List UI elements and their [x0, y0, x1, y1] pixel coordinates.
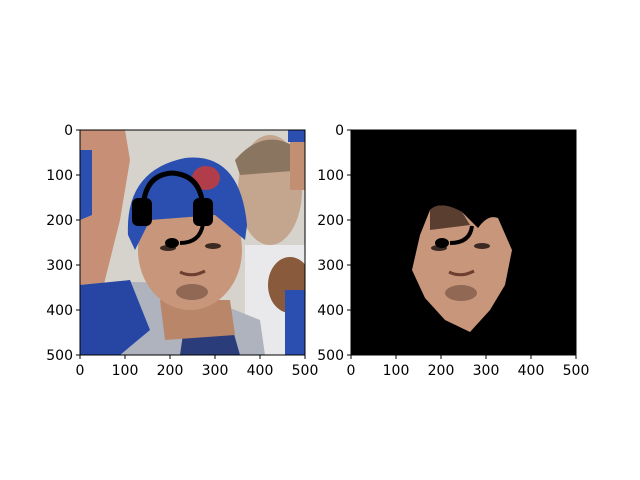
right-xtick-label: 400 — [518, 363, 545, 379]
right-xtick-label: 500 — [563, 363, 590, 379]
left-ytick-label: 100 — [46, 168, 73, 184]
right-ytick-label: 500 — [317, 348, 344, 364]
left-xtick-label: 300 — [202, 363, 229, 379]
right-xtick-label: 0 — [347, 363, 356, 379]
right-ytick-label: 400 — [317, 303, 344, 319]
left-axes-frame — [79, 129, 306, 356]
left-ytick-label: 0 — [64, 123, 73, 139]
left-xtick-label: 0 — [76, 363, 85, 379]
left-ytick-label: 200 — [46, 213, 73, 229]
left-ytick-label: 500 — [46, 348, 73, 364]
right-ytick-label: 0 — [335, 123, 344, 139]
right-xtick-label: 300 — [473, 363, 500, 379]
left-xtick-label: 400 — [247, 363, 274, 379]
right-ytick-label: 200 — [317, 213, 344, 229]
left-xtick-label: 500 — [292, 363, 319, 379]
left-ytick-label: 400 — [46, 303, 73, 319]
right-axes-frame — [350, 129, 577, 356]
left-image-panel — [80, 130, 305, 355]
left-xtick-label: 200 — [157, 363, 184, 379]
right-xtick-label: 100 — [383, 363, 410, 379]
right-ytick-label: 300 — [317, 258, 344, 274]
right-ytick-label: 100 — [317, 168, 344, 184]
left-ytick-label: 300 — [46, 258, 73, 274]
right-image-panel — [351, 130, 576, 355]
right-xtick-label: 200 — [428, 363, 455, 379]
left-xtick-label: 100 — [112, 363, 139, 379]
